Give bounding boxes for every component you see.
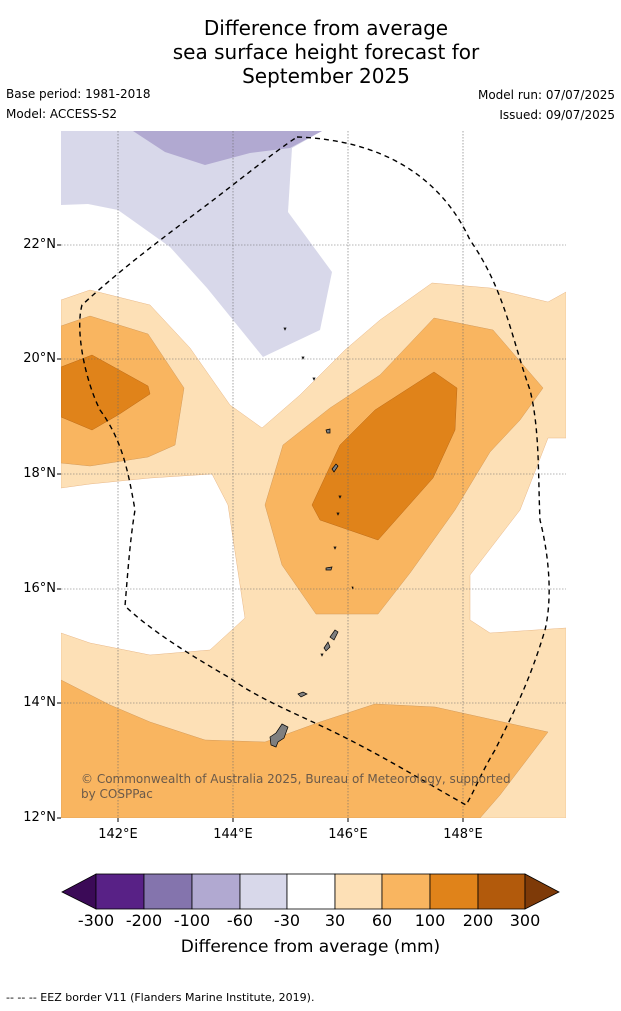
island-maug (301, 356, 305, 360)
lat-tick-label: 20°N (23, 351, 56, 366)
eez-footnote: -- -- -- EEZ border V11 (Flanders Marine… (6, 991, 315, 1004)
lat-tick-label: 12°N (23, 810, 56, 825)
colorbar-extend-low (61, 873, 97, 910)
model-text: Model: ACCESS-S2 (6, 107, 118, 121)
colorbar-label: Difference from average (mm) (180, 937, 441, 957)
island-sarigan (333, 546, 337, 550)
lon-tick-label: 144°E (213, 827, 253, 842)
island-uracas (283, 327, 287, 331)
colorbar-bin-2 (143, 873, 193, 910)
island-rota (297, 691, 308, 698)
lat-tick-label: 18°N (23, 466, 56, 481)
copyright-text: © Commonwealth of Australia 2025, Bureau… (81, 772, 511, 801)
lat-tick-label: 16°N (23, 581, 56, 596)
island-south-tip (351, 586, 354, 590)
model-run-text: Model run: 07/07/2025 (477, 88, 615, 102)
colorbar-bin-8 (429, 873, 479, 910)
colorbar-tick-label: -60 (226, 911, 254, 930)
colorbar-tick-label: 300 (509, 911, 541, 930)
island-pagan (331, 463, 339, 473)
contour-neg-30-60 (61, 131, 332, 357)
lat-tick-label: 22°N (23, 237, 56, 252)
colorbar-tick-label: 200 (462, 911, 494, 930)
islands (269, 327, 354, 748)
title-line-3: September 2025 (242, 64, 410, 88)
island-alamagan (336, 512, 340, 516)
colorbar-tick-label: -300 (77, 911, 115, 930)
island-agrihan (325, 428, 331, 434)
lon-tick-label: 146°E (328, 827, 368, 842)
title-line-2: sea surface height forecast for (172, 40, 480, 64)
colorbar-tick-label: 60 (371, 911, 393, 930)
colorbar-bin-6 (334, 873, 383, 910)
island-asuncion (312, 377, 316, 381)
island-aguijan (320, 653, 324, 657)
eez-border (79, 136, 550, 806)
island-saipan (329, 629, 339, 641)
contour-neg-60-100 (133, 131, 322, 165)
contour-pos-100-200-west (61, 354, 151, 431)
colorbar-bin-7 (381, 873, 431, 910)
contour-pos-60-100-south (61, 679, 549, 818)
axis-ticks (57, 244, 464, 822)
colorbar (61, 873, 560, 910)
colorbar-tick-label: -30 (273, 911, 301, 930)
lon-gridlines (117, 131, 464, 818)
island-anatahan (325, 566, 333, 571)
colorbar-tick-label: 30 (324, 911, 346, 930)
title-line-1: Difference from average (203, 16, 449, 40)
island-tinian (323, 641, 331, 652)
colorbar-bin-1 (95, 873, 145, 910)
island-guguan (338, 495, 342, 499)
colorbar-bin-4 (239, 873, 288, 910)
colorbar-bin-3 (191, 873, 241, 910)
island-guam (269, 723, 289, 748)
lon-tick-label: 148°E (443, 827, 483, 842)
map-area (61, 131, 566, 818)
colorbar-tick-label: -200 (125, 911, 163, 930)
chart-title: Difference from average sea surface heig… (0, 16, 621, 88)
colorbar-tick-label: 100 (414, 911, 446, 930)
lon-tick-label: 142°E (98, 827, 138, 842)
lat-tick-label: 14°N (23, 695, 56, 710)
base-period-text: Base period: 1981-2018 (6, 87, 151, 101)
colorbar-bin-5 (286, 873, 336, 910)
lat-gridlines (61, 244, 566, 704)
colorbar-bin-9 (477, 873, 526, 910)
issued-text: Issued: 09/07/2025 (499, 108, 615, 122)
colorbar-extend-high (524, 873, 560, 910)
colorbar-tick-label: -100 (173, 911, 211, 930)
